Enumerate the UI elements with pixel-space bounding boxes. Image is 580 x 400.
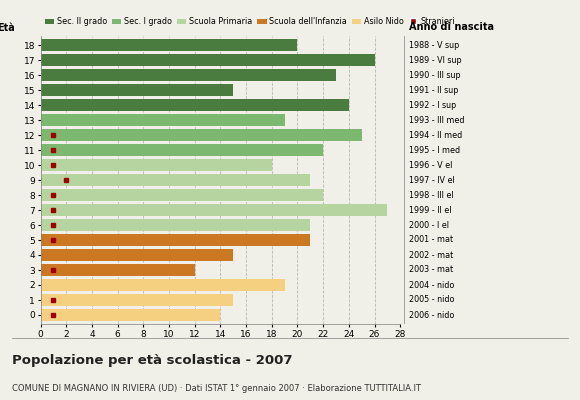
Bar xyxy=(41,174,310,186)
Bar xyxy=(41,204,387,216)
Bar xyxy=(41,249,233,261)
Bar xyxy=(41,129,362,141)
Text: 2002 - mat: 2002 - mat xyxy=(409,250,453,260)
Text: 1994 - II med: 1994 - II med xyxy=(409,130,462,140)
Text: 2005 - nido: 2005 - nido xyxy=(409,296,454,304)
Bar xyxy=(41,84,233,96)
Bar xyxy=(41,114,285,126)
Text: 1989 - VI sup: 1989 - VI sup xyxy=(409,56,462,64)
Bar xyxy=(41,99,349,111)
Text: 2006 - nido: 2006 - nido xyxy=(409,310,454,320)
Bar xyxy=(41,39,298,51)
Bar xyxy=(41,159,272,171)
Bar xyxy=(41,279,285,291)
Text: 1993 - III med: 1993 - III med xyxy=(409,116,465,124)
Bar xyxy=(41,54,375,66)
Text: 1997 - IV el: 1997 - IV el xyxy=(409,176,455,184)
Bar xyxy=(41,219,310,231)
Legend: Sec. II grado, Sec. I grado, Scuola Primaria, Scuola dell'Infanzia, Asilo Nido, : Sec. II grado, Sec. I grado, Scuola Prim… xyxy=(45,17,455,26)
Text: 1992 - I sup: 1992 - I sup xyxy=(409,100,456,110)
Text: 2001 - mat: 2001 - mat xyxy=(409,236,453,244)
Bar xyxy=(41,234,310,246)
Text: 1990 - III sup: 1990 - III sup xyxy=(409,70,461,80)
Text: COMUNE DI MAGNANO IN RIVIERA (UD) · Dati ISTAT 1° gennaio 2007 · Elaborazione TU: COMUNE DI MAGNANO IN RIVIERA (UD) · Dati… xyxy=(12,384,420,393)
Text: 2000 - I el: 2000 - I el xyxy=(409,220,449,230)
Text: 1998 - III el: 1998 - III el xyxy=(409,190,454,200)
Bar xyxy=(41,69,336,81)
Text: 1988 - V sup: 1988 - V sup xyxy=(409,40,459,50)
Text: 2003 - mat: 2003 - mat xyxy=(409,266,453,274)
Text: Età: Età xyxy=(0,23,15,33)
Text: 2004 - nido: 2004 - nido xyxy=(409,280,454,290)
Text: 1995 - I med: 1995 - I med xyxy=(409,146,460,154)
Bar xyxy=(41,144,323,156)
Text: 1996 - V el: 1996 - V el xyxy=(409,160,452,170)
Text: 1999 - II el: 1999 - II el xyxy=(409,206,451,214)
Text: Popolazione per età scolastica - 2007: Popolazione per età scolastica - 2007 xyxy=(12,354,292,367)
Text: 1991 - II sup: 1991 - II sup xyxy=(409,86,458,94)
Bar xyxy=(41,264,195,276)
Text: Anno di nascita: Anno di nascita xyxy=(409,22,494,32)
Bar xyxy=(41,309,220,321)
Bar xyxy=(41,189,323,201)
Bar xyxy=(41,294,233,306)
